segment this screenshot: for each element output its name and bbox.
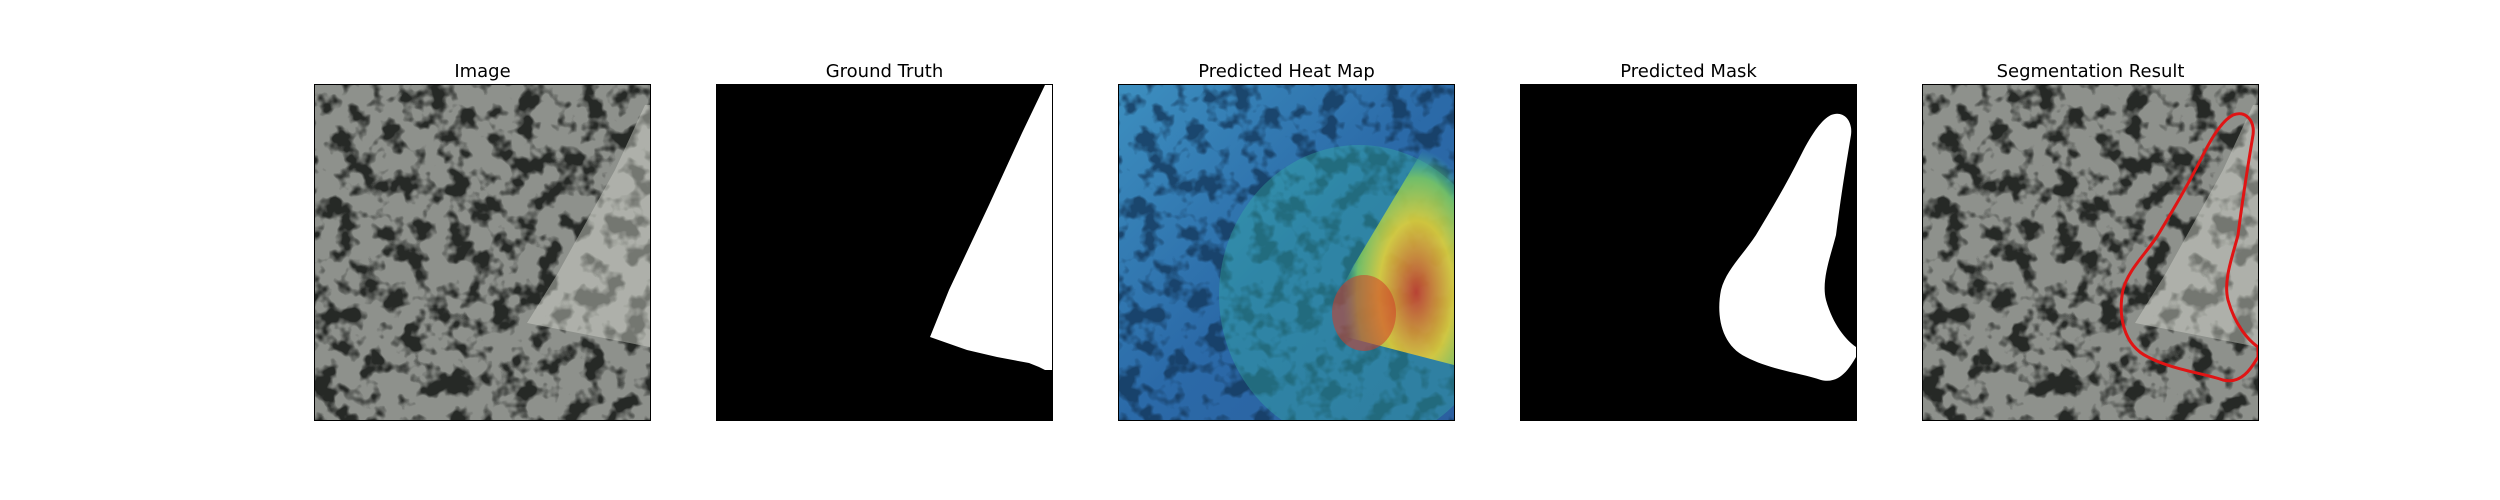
segmentation-image — [1922, 84, 2259, 421]
panel-title: Predicted Mask — [1620, 61, 1757, 82]
predicted-mask — [1520, 84, 1857, 421]
panel-title: Segmentation Result — [1996, 61, 2185, 82]
panel-title: Ground Truth — [825, 61, 944, 82]
segmentation-contour — [2119, 112, 2258, 383]
ground-truth-region — [930, 85, 1052, 370]
predicted-mask-region — [1719, 113, 1856, 381]
heatmap-image — [1118, 84, 1455, 421]
panel-heatmap: Predicted Heat Map — [1118, 60, 1455, 426]
panel-ground-truth: Ground Truth — [716, 60, 1053, 426]
panel-title: Predicted Heat Map — [1198, 61, 1375, 82]
panel-predicted-mask: Predicted Mask — [1520, 60, 1857, 426]
heat-peak — [1332, 275, 1396, 351]
panel-image: Image — [314, 60, 651, 426]
panel-segmentation: Segmentation Result — [1922, 60, 2259, 426]
source-image — [314, 84, 651, 421]
panel-title: Image — [454, 61, 511, 82]
ground-truth-mask — [716, 84, 1053, 421]
light-overlay-region — [527, 105, 650, 347]
